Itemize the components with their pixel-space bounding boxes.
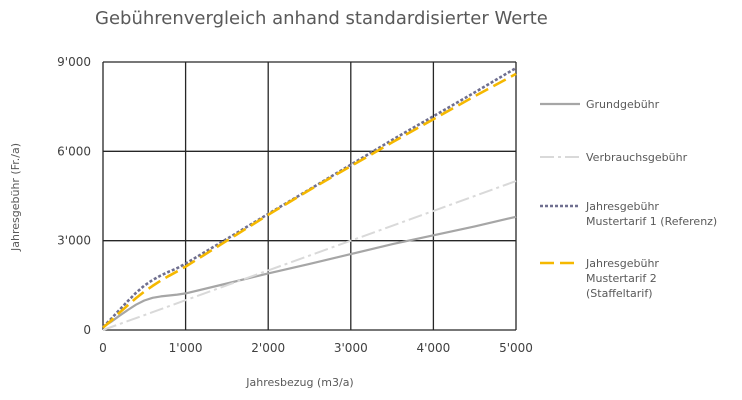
series-line-2: [102, 180, 517, 331]
series-line-4: [102, 72, 517, 329]
x-tick-label: 5'000: [499, 341, 533, 355]
legend: Grundgebühr Verbrauchsgebühr Jahresgebühr M…: [540, 98, 717, 300]
legend-label-1: Grundgebühr: [586, 98, 660, 111]
legend-label-3: Jahresgebühr: [585, 200, 659, 213]
x-tick-label: 3'000: [334, 341, 368, 355]
y-tick-label: 0: [83, 323, 91, 337]
grid: [102, 61, 517, 331]
chart-title: Gebührenvergleich anhand standardisierte…: [95, 8, 548, 29]
legend-label-4: Mustertarif 2: [586, 272, 657, 285]
x-tick-label: 2'000: [251, 341, 285, 355]
legend-label-2: Verbrauchsgebühr: [586, 151, 688, 164]
legend-label-4: Jahresgebühr: [585, 257, 659, 270]
axes: 0 1'000 2'000 3'000 4'000 5'000 0 3'000 6'000 9'0…: [57, 55, 533, 355]
y-axis-title: Jahresgebühr (Fr./a): [9, 143, 22, 252]
x-axis-title: Jahresbezug (m3/a): [245, 376, 353, 389]
series-line-3: [102, 66, 517, 328]
series-layer: [102, 66, 517, 331]
x-tick-label: 0: [99, 341, 107, 355]
legend-label-4: (Staffeltarif): [586, 287, 653, 300]
y-tick-label: 9'000: [57, 55, 91, 69]
series-line-1: [102, 215, 517, 328]
y-tick-label: 3'000: [57, 234, 91, 248]
legend-label-3: Mustertarif 1 (Referenz): [586, 215, 717, 228]
y-tick-label: 6'000: [57, 144, 91, 158]
x-tick-label: 4'000: [416, 341, 450, 355]
x-tick-label: 1'000: [169, 341, 203, 355]
